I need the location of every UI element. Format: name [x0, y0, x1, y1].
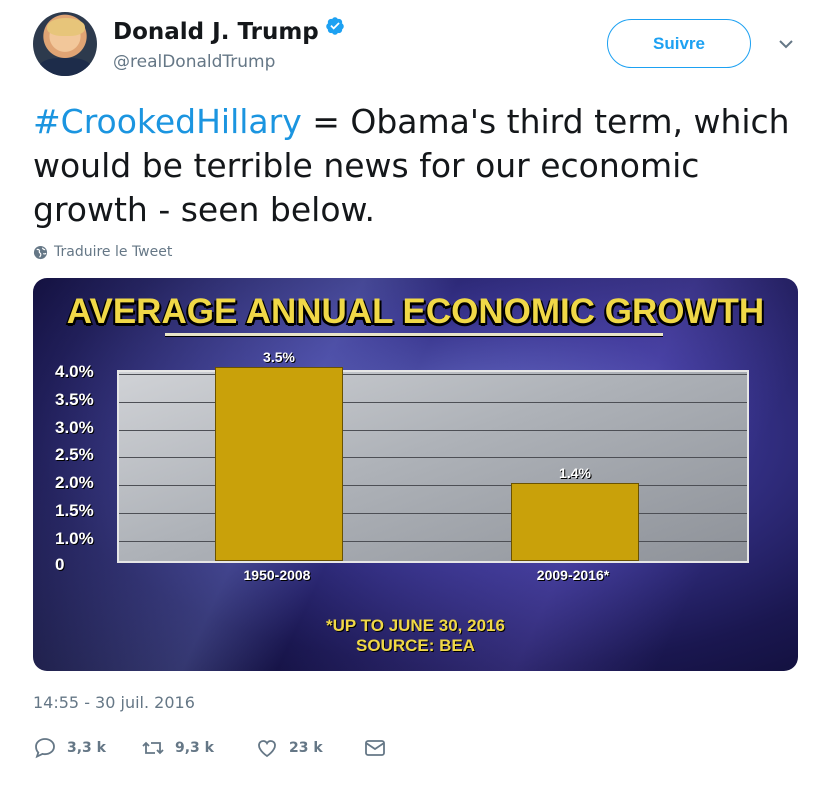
- grid-line: [119, 512, 747, 514]
- tweet-header: Donald J. Trump @realDonaldTrump Suivre: [33, 12, 803, 82]
- y-tick-label: 0: [55, 555, 65, 574]
- grid-line: [119, 374, 747, 375]
- reply-icon: [35, 738, 55, 759]
- tweet-media-chart[interactable]: AVERAGE ANNUAL ECONOMIC GROWTH 4.0% 3.5% 3…: [33, 278, 798, 671]
- direct-message-button[interactable]: [363, 736, 387, 760]
- bar-value-label: 1.4%: [559, 465, 591, 482]
- retweet-icon: [142, 741, 164, 755]
- bar: [511, 483, 639, 561]
- y-tick-label: 3.0%: [55, 417, 94, 437]
- bar-value-label: 3.5%: [263, 348, 295, 365]
- follow-button[interactable]: Suivre: [607, 19, 751, 68]
- tweet-timestamp[interactable]: 14:55 - 30 juil. 2016: [33, 693, 195, 712]
- hashtag-link[interactable]: #CrookedHillary: [33, 102, 302, 141]
- tweet-actions: 3,3 k 9,3 k 23 k: [33, 736, 413, 766]
- tweet-body: = Obama's third term, which would be ter…: [33, 102, 790, 229]
- y-tick-label: 2.0%: [55, 473, 94, 492]
- x-tick-label: 1950-2008: [243, 567, 311, 583]
- grid-line: [119, 540, 747, 542]
- verified-badge-icon: [326, 17, 344, 35]
- grid-line: [119, 457, 747, 459]
- y-tick-label: 4.0%: [55, 362, 94, 381]
- title-underline: [165, 333, 663, 336]
- heart-icon: [258, 740, 276, 758]
- reply-count: 3,3 k: [67, 740, 106, 756]
- retweet-count: 9,3 k: [175, 740, 214, 756]
- reply-button[interactable]: 3,3 k: [33, 736, 106, 760]
- like-count: 23 k: [289, 740, 323, 756]
- grid-line: [119, 401, 747, 403]
- author-name[interactable]: Donald J. Trump: [113, 19, 319, 45]
- envelope-icon: [365, 740, 385, 756]
- grid-line: [119, 429, 747, 431]
- avatar[interactable]: [33, 12, 97, 76]
- author-handle[interactable]: @realDonaldTrump: [113, 52, 276, 72]
- plot-area: 3.5% 1.4%: [117, 349, 749, 563]
- retweet-button[interactable]: 9,3 k: [141, 736, 214, 760]
- like-button[interactable]: 23 k: [255, 736, 323, 760]
- y-tick-label: 2.5%: [55, 445, 94, 465]
- y-tick-label: 1.0%: [55, 528, 94, 548]
- bar: [215, 366, 343, 561]
- chevron-down-icon[interactable]: [777, 35, 795, 53]
- author-name-row[interactable]: Donald J. Trump: [113, 16, 345, 45]
- grid-line: [119, 485, 747, 486]
- globe-icon: [33, 245, 48, 259]
- translate-tweet-link[interactable]: Traduire le Tweet: [33, 244, 172, 260]
- tweet-text: #CrookedHillary = Obama's third term, wh…: [33, 100, 803, 232]
- y-tick-label: 1.5%: [55, 500, 94, 520]
- chart-footnote: *UP TO JUNE 30, 2016: [326, 616, 505, 635]
- y-tick-label: 3.5%: [55, 389, 94, 409]
- chart-title: AVERAGE ANNUAL ECONOMIC GROWTH: [66, 292, 765, 331]
- x-tick-label: 2009-2016*: [536, 567, 610, 583]
- chart-source: SOURCE: BEA: [355, 636, 475, 655]
- translate-label[interactable]: Traduire le Tweet: [54, 244, 173, 260]
